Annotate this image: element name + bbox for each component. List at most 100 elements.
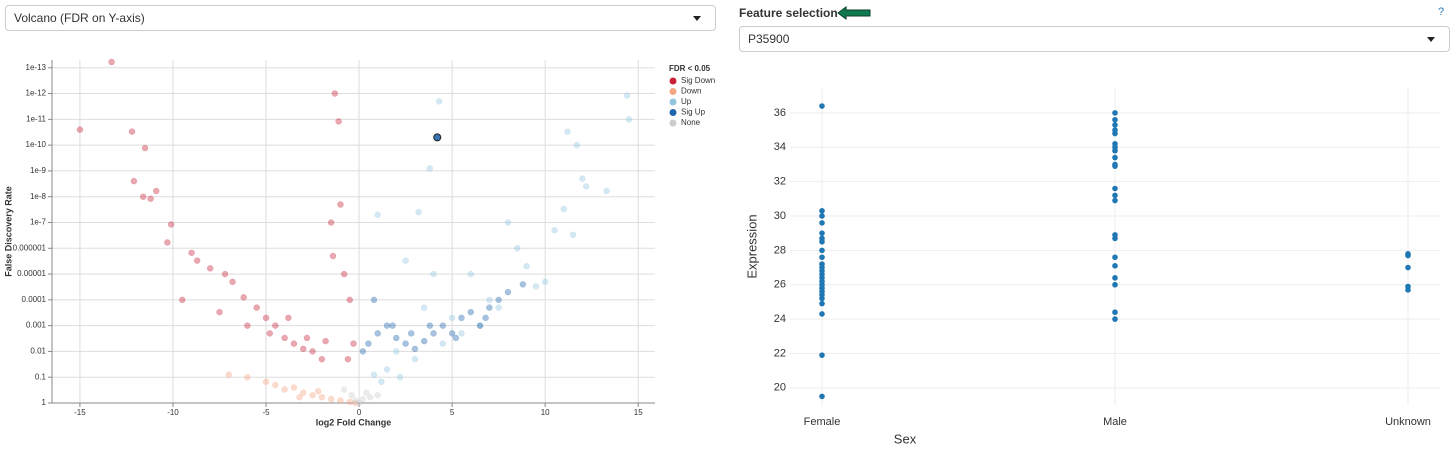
legend-label: Up — [681, 97, 692, 106]
point — [430, 270, 437, 278]
point — [1112, 141, 1118, 147]
x-tick-label: 0 — [357, 408, 362, 417]
legend-swatch — [669, 109, 677, 116]
point — [415, 208, 422, 216]
point — [551, 227, 558, 234]
y-tick-label: 0.0001 — [22, 295, 47, 304]
point — [229, 278, 236, 286]
y-tick-label: 1e-9 — [30, 166, 47, 175]
point — [206, 265, 214, 272]
point — [164, 239, 171, 246]
point — [318, 355, 326, 363]
feature-dropdown[interactable]: P35900 — [739, 26, 1450, 52]
point — [433, 133, 442, 142]
point — [819, 295, 825, 302]
point — [346, 296, 354, 304]
y-tick-label: 0.00001 — [17, 269, 46, 278]
point — [476, 322, 484, 329]
point — [1112, 154, 1118, 161]
point — [819, 247, 825, 254]
help-link[interactable]: ? — [1438, 6, 1445, 18]
point — [504, 219, 512, 226]
point — [346, 398, 354, 406]
point — [322, 337, 329, 345]
point — [193, 257, 201, 264]
y-tick-label: 1 — [42, 398, 47, 407]
point — [1112, 185, 1118, 192]
point — [819, 292, 825, 298]
point — [188, 249, 195, 257]
point — [411, 345, 419, 353]
x-tick-label: Unknown — [1385, 416, 1431, 428]
point — [504, 288, 512, 296]
point — [448, 314, 456, 322]
point — [374, 211, 381, 218]
point — [352, 399, 359, 407]
dropdown-value: Volcano (FDR on Y-axis) — [14, 11, 145, 25]
point — [819, 230, 825, 236]
y-tick-label: 1e-7 — [30, 218, 47, 227]
point — [819, 352, 825, 358]
point — [216, 308, 223, 316]
point — [253, 304, 260, 311]
point — [819, 300, 825, 307]
point — [523, 263, 530, 270]
y-tick-label: 0.1 — [35, 372, 47, 381]
point — [1112, 127, 1118, 133]
point — [1405, 252, 1411, 259]
point — [359, 395, 367, 403]
point — [430, 330, 437, 337]
point — [76, 126, 84, 133]
x-tick-label: 15 — [634, 408, 643, 417]
point — [344, 355, 352, 363]
point — [309, 348, 316, 355]
point — [389, 322, 396, 329]
point — [458, 314, 465, 322]
point — [327, 219, 335, 226]
plot-type-dropdown[interactable]: Volcano (FDR on Y-axis) — [5, 5, 716, 31]
y-axis-label: Expression — [744, 214, 759, 278]
point — [1405, 283, 1411, 290]
point — [495, 304, 502, 311]
point — [482, 314, 489, 322]
point — [309, 391, 316, 399]
point — [819, 254, 825, 261]
point — [1112, 144, 1118, 151]
point — [1405, 287, 1411, 293]
point — [393, 334, 400, 342]
point — [1112, 147, 1118, 154]
point — [337, 201, 344, 208]
point — [331, 90, 339, 97]
point — [329, 252, 337, 260]
point — [819, 311, 825, 317]
point — [281, 386, 288, 393]
point — [393, 348, 400, 355]
point — [819, 235, 825, 242]
point — [1112, 263, 1118, 269]
point — [108, 58, 115, 66]
point — [495, 296, 502, 304]
point — [1112, 192, 1118, 199]
x-axis-label: log2 Fold Change — [316, 417, 392, 427]
point — [141, 144, 149, 152]
point — [532, 283, 540, 290]
point — [383, 366, 391, 373]
point — [1112, 110, 1118, 116]
point — [476, 322, 484, 329]
point — [128, 128, 136, 135]
point — [819, 268, 825, 274]
point — [560, 205, 568, 213]
y-tick-label: 22 — [774, 347, 786, 359]
point — [139, 193, 147, 200]
legend-title: FDR < 0.05 — [669, 64, 711, 73]
y-tick-label: 26 — [774, 279, 786, 291]
point — [225, 371, 233, 378]
point — [221, 270, 229, 278]
point — [819, 103, 825, 109]
point — [340, 270, 348, 278]
point — [350, 340, 357, 347]
point — [1112, 275, 1118, 281]
x-tick-label: -15 — [74, 408, 86, 417]
